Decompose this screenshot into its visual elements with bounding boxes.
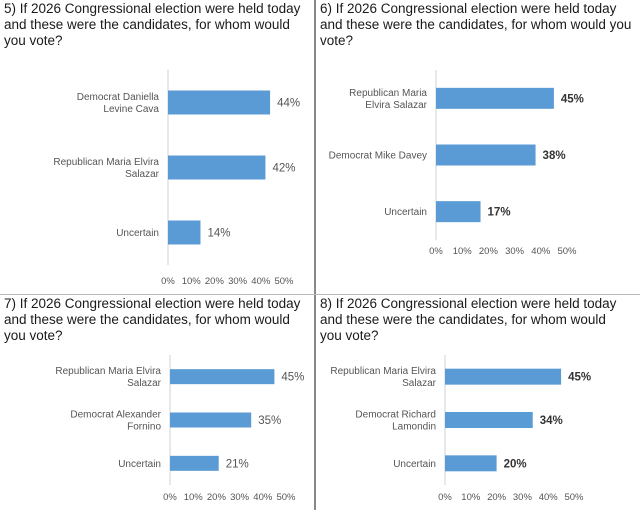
bar-chart: 45% Republican Maria Elvira Salazar 34% Demo… xyxy=(330,355,591,503)
vertical-divider xyxy=(314,0,316,510)
chart-panel-8: 8) If 2026 Congressional election were h… xyxy=(316,295,640,510)
category-label-line: Levine Cava xyxy=(103,104,159,115)
x-tick-label: 10% xyxy=(184,492,204,503)
x-tick-label: 20% xyxy=(479,246,499,257)
category-label: Democrat Alexander Fornino xyxy=(70,410,161,433)
category-label-line: Republican Maria xyxy=(349,88,427,99)
x-tick-label: 50% xyxy=(274,276,294,287)
category-label: Republican Maria Elvira Salazar xyxy=(55,366,161,389)
category-label: Democrat Daniella Levine Cava xyxy=(77,92,160,115)
category-label: Republican Maria Elvira Salazar xyxy=(53,157,159,180)
category-label: Republican Maria Elvira Salazar xyxy=(349,88,427,111)
category-label: Democrat Mike Davey xyxy=(329,151,427,162)
bar-chart: 45% Republican Maria Elvira Salazar 38% Demo… xyxy=(329,70,584,257)
category-label-line: Uncertain xyxy=(393,459,436,470)
x-tick-label: 0% xyxy=(438,492,452,503)
x-tick-label: 30% xyxy=(513,492,533,503)
data-label: 21% xyxy=(226,458,249,470)
x-tick-label: 0% xyxy=(429,246,443,257)
x-tick-label: 40% xyxy=(539,492,559,503)
category-label-line: Uncertain xyxy=(118,459,161,470)
bar xyxy=(168,220,201,245)
data-label: 14% xyxy=(207,228,230,240)
category-label-line: Elvira Salazar xyxy=(365,100,427,111)
data-label: 45% xyxy=(568,372,591,384)
x-tick-label: 20% xyxy=(207,492,227,503)
chart-title: 8) If 2026 Congressional election were h… xyxy=(320,296,617,343)
bar-chart: 45% Republican Maria Elvira Salazar 35% Demo… xyxy=(55,355,304,503)
category-label: Democrat Richard Lamondin xyxy=(355,410,436,433)
bar xyxy=(436,201,481,223)
category-label-line: Salazar xyxy=(125,169,160,180)
chart-panel-6: 6) If 2026 Congressional election were h… xyxy=(316,0,640,294)
bar-chart: 44% Democrat Daniella Levine Cava 42% Republ… xyxy=(53,70,300,287)
x-tick-label: 10% xyxy=(453,246,473,257)
bar xyxy=(436,87,554,109)
data-label: 35% xyxy=(258,415,281,427)
x-tick-label: 30% xyxy=(505,246,525,257)
x-tick-label: 50% xyxy=(557,246,577,257)
chart-panel-5: 5) If 2026 Congressional election were h… xyxy=(0,0,314,294)
x-tick-label: 30% xyxy=(230,492,250,503)
category-label-line: Lamondin xyxy=(392,422,436,433)
category-label-line: Democrat Mike Davey xyxy=(329,151,427,162)
data-label: 42% xyxy=(272,163,295,175)
bar xyxy=(170,412,252,428)
bar xyxy=(170,369,275,385)
x-tick-label: 40% xyxy=(251,276,271,287)
x-tick-label: 20% xyxy=(205,276,225,287)
data-label: 17% xyxy=(488,207,511,219)
category-label-line: Republican Maria Elvira xyxy=(330,366,436,377)
chart-panel-7: 7) If 2026 Congressional election were h… xyxy=(0,295,314,510)
category-label-line: Uncertain xyxy=(384,207,427,218)
data-label: 20% xyxy=(504,458,527,470)
x-tick-label: 30% xyxy=(228,276,248,287)
x-tick-label: 10% xyxy=(461,492,481,503)
bar xyxy=(445,368,562,385)
category-label-line: Republican Maria Elvira xyxy=(53,157,159,168)
x-tick-label: 50% xyxy=(564,492,584,503)
data-label: 34% xyxy=(540,415,563,427)
bar xyxy=(170,455,219,471)
category-label-line: Fornino xyxy=(127,422,161,433)
bar xyxy=(168,155,266,180)
category-label-line: Salazar xyxy=(402,378,437,389)
bar xyxy=(445,412,533,428)
x-tick-label: 20% xyxy=(487,492,507,503)
bar xyxy=(436,144,536,166)
x-tick-label: 40% xyxy=(531,246,551,257)
x-tick-label: 10% xyxy=(182,276,202,287)
chart-title: 5) If 2026 Congressional election were h… xyxy=(4,1,301,48)
category-label: Republican Maria Elvira Salazar xyxy=(330,366,436,389)
category-label-line: Democrat Alexander xyxy=(70,410,161,421)
category-label: Uncertain xyxy=(118,459,161,470)
x-tick-label: 0% xyxy=(163,492,177,503)
category-label-line: Uncertain xyxy=(116,228,159,239)
data-label: 44% xyxy=(277,98,300,110)
category-label: Uncertain xyxy=(384,207,427,218)
bar xyxy=(168,90,271,115)
x-tick-label: 40% xyxy=(253,492,273,503)
x-tick-label: 50% xyxy=(276,492,296,503)
category-label-line: Republican Maria Elvira xyxy=(55,366,161,377)
category-label-line: Democrat Daniella xyxy=(77,92,160,103)
data-label: 45% xyxy=(561,93,584,105)
data-label: 38% xyxy=(543,150,566,162)
chart-title: 7) If 2026 Congressional election were h… xyxy=(4,296,301,343)
category-label-line: Democrat Richard xyxy=(355,410,436,421)
chart-title: 6) If 2026 Congressional election were h… xyxy=(320,1,632,48)
x-tick-label: 0% xyxy=(161,276,175,287)
category-label: Uncertain xyxy=(116,228,159,239)
category-label-line: Salazar xyxy=(127,378,162,389)
horizontal-divider xyxy=(0,294,640,295)
data-label: 45% xyxy=(281,372,304,384)
bar xyxy=(445,455,497,472)
category-label: Uncertain xyxy=(393,459,436,470)
